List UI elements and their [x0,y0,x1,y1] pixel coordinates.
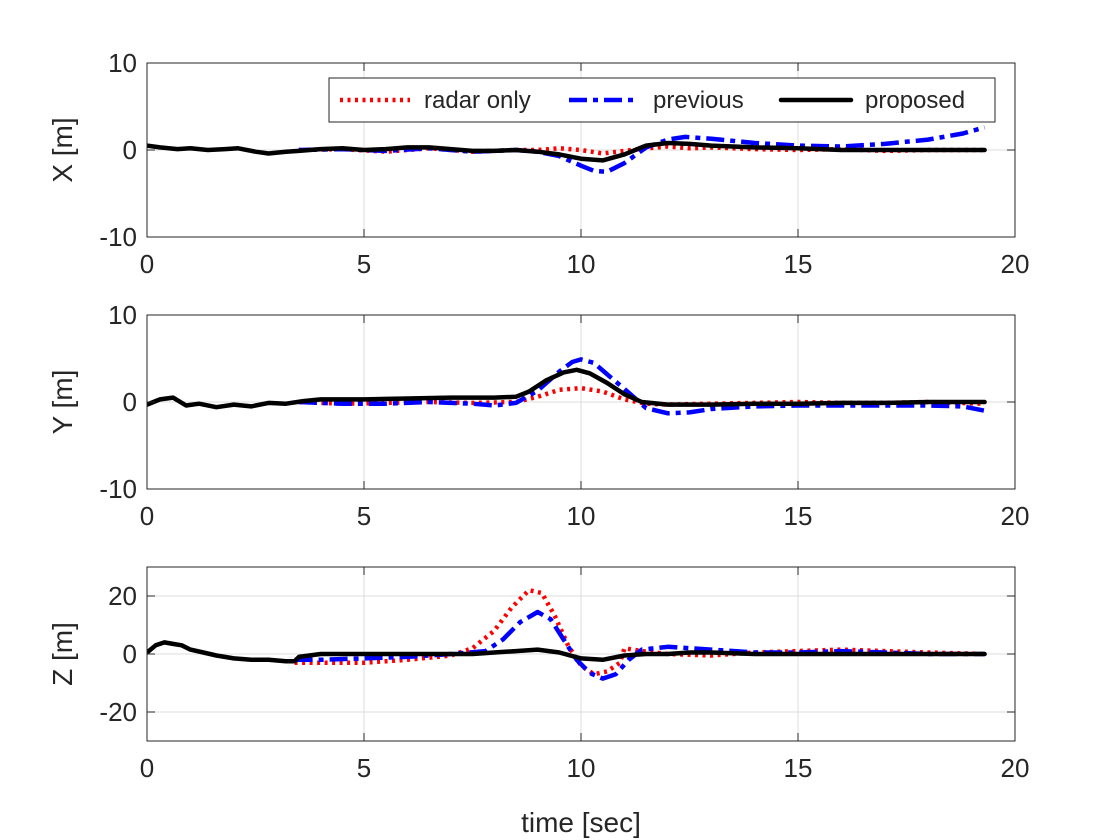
series-line-proposed-y [147,367,987,410]
x-tick-label-x: 5 [357,249,371,279]
x-tick-label-x: 15 [784,249,813,279]
x-tick-label-y: 5 [357,501,371,531]
x-tick-label-y: 15 [784,501,813,531]
legend: radar only previous proposed [328,77,996,123]
legend-box [328,77,996,123]
y-axis-label-z: Z [m] [47,622,78,686]
series-line-previous-x [298,125,986,175]
y-tick-label-z: 0 [123,639,137,669]
x-tick-label-z: 20 [1001,753,1030,783]
y-tick-label-z: 20 [108,581,137,611]
x-tick-label-z: 0 [140,753,154,783]
legend-label-radar-only: radar only [424,87,531,114]
x-tick-label-z: 15 [784,753,813,783]
x-tick-label-y: 0 [140,501,154,531]
x-axis-label: time [sec] [521,807,641,838]
legend-label-previous: previous [653,87,744,114]
series-group-x [147,125,987,175]
x-tick-label-x: 20 [1001,249,1030,279]
series-line-previous-y [298,357,986,416]
legend-label-proposed: proposed [865,87,965,114]
x-tick-label-y: 10 [567,501,596,531]
series-line-proposed-z [147,640,987,664]
y-axis-label-y: Y [m] [47,370,78,435]
x-tick-label-x: 10 [567,249,596,279]
y-axis-label-x: X [m] [47,117,78,182]
y-tick-label-x: 10 [108,48,137,78]
x-tick-label-z: 10 [567,753,596,783]
x-tick-label-x: 0 [140,249,154,279]
x-tick-label-z: 5 [357,753,371,783]
y-tick-label-x: -10 [99,222,137,252]
series-line-radar-only-y [298,385,985,407]
y-tick-label-z: -20 [99,697,137,727]
y-tick-label-y: 10 [108,300,137,330]
series-group-y [147,357,987,416]
series-line-proposed-x [147,140,987,163]
y-tick-label-y: -10 [99,474,137,504]
series-group-z [147,587,987,681]
x-tick-label-y: 20 [1001,501,1030,531]
y-tick-label-x: 0 [123,135,137,165]
y-tick-label-y: 0 [123,387,137,417]
